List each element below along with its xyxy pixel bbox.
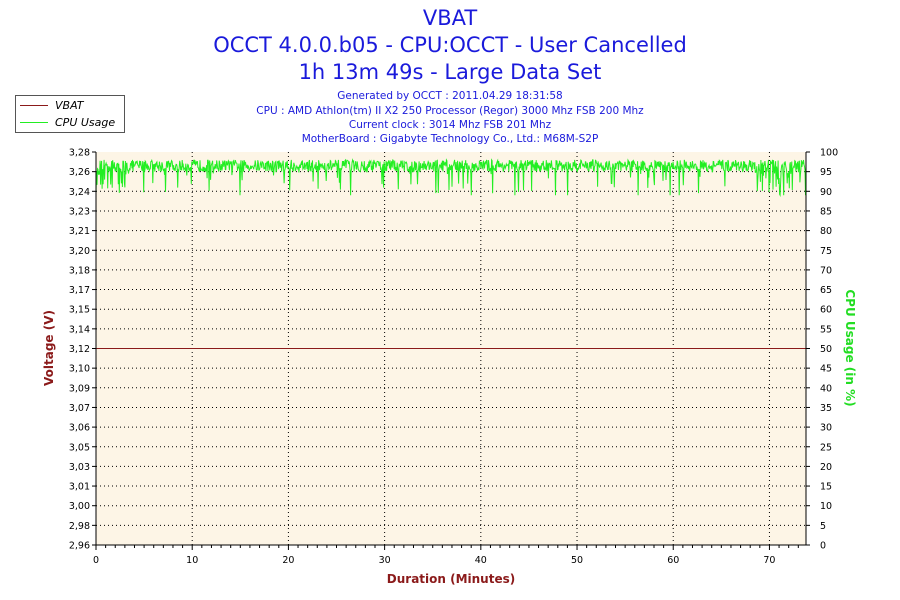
chart-subtitle-2: 1h 13m 49s - Large Data Set — [298, 60, 602, 84]
y-tick-label-left: 3,10 — [69, 364, 90, 375]
x-tick-label: 0 — [93, 555, 99, 566]
y-tick-label-left: 3,12 — [69, 344, 90, 355]
y-tick-label-right: 45 — [820, 364, 832, 375]
y-tick-label-right: 100 — [820, 148, 838, 159]
info-clock: Current clock : 3014 Mhz FSB 201 Mhz — [348, 119, 552, 131]
info-generated: Generated by OCCT : 2011.04.29 18:31:58 — [337, 90, 563, 102]
y-tick-label-right: 40 — [820, 383, 832, 394]
y-tick-label-left: 3,06 — [69, 423, 90, 434]
x-tick-label: 20 — [282, 555, 294, 566]
y-tick-label-right: 20 — [820, 462, 832, 473]
y-tick-label-right: 0 — [820, 541, 826, 552]
x-axis-label: Duration (Minutes) — [386, 572, 516, 586]
legend-item-vbat: VBAT — [20, 97, 84, 113]
y-tick-label-left: 3,09 — [69, 383, 90, 394]
legend-label-cpu: CPU Usage — [55, 115, 116, 129]
y-tick-label-right: 95 — [820, 167, 832, 178]
y-tick-label-right: 65 — [820, 285, 832, 296]
y-tick-label-left: 3,17 — [69, 285, 90, 296]
x-tick-label: 40 — [475, 555, 487, 566]
x-tick-label: 30 — [379, 555, 391, 566]
legend-label-vbat: VBAT — [55, 98, 84, 112]
y-tick-label-left: 3,23 — [69, 206, 90, 217]
y-tick-label-left: 3,14 — [69, 324, 90, 335]
x-tick-label: 50 — [571, 555, 583, 566]
y-tick-label-left: 3,05 — [69, 442, 90, 453]
x-tick-label: 70 — [763, 555, 775, 566]
x-tick-label: 10 — [186, 555, 198, 566]
y-tick-label-left: 2,96 — [69, 541, 90, 552]
legend-swatch-vbat — [20, 104, 48, 106]
y-tick-label-left: 3,00 — [69, 501, 90, 512]
y-tick-label-right: 35 — [820, 403, 832, 414]
y-tick-label-right: 5 — [820, 521, 826, 532]
y-tick-label-right: 60 — [820, 305, 832, 316]
y-tick-label-left: 3,28 — [69, 148, 90, 159]
y-tick-label-right: 55 — [820, 324, 832, 335]
y-tick-label-left: 3,21 — [69, 226, 90, 237]
y-tick-label-right: 90 — [820, 187, 832, 198]
y-tick-label-left: 3,03 — [69, 462, 90, 473]
y-axis-label-right: CPU Usage (in %) — [843, 289, 857, 407]
info-cpu: CPU : AMD Athlon(tm) II X2 250 Processor… — [256, 105, 644, 117]
y-tick-label-right: 75 — [820, 246, 832, 257]
y-tick-label-right: 25 — [820, 442, 832, 453]
y-axis-label-left: Voltage (V) — [42, 310, 56, 386]
chart-subtitle-1: OCCT 4.0.0.b05 - CPU:OCCT - User Cancell… — [213, 33, 687, 57]
info-motherboard: MotherBoard : Gigabyte Technology Co., L… — [301, 133, 599, 145]
y-tick-label-left: 3,20 — [69, 246, 90, 257]
y-tick-label-right: 70 — [820, 265, 832, 276]
legend-item-cpu: CPU Usage — [20, 114, 115, 130]
y-tick-label-right: 80 — [820, 226, 832, 237]
y-tick-label-right: 15 — [820, 482, 832, 493]
y-tick-label-right: 10 — [820, 501, 832, 512]
y-tick-label-left: 3,15 — [69, 305, 90, 316]
y-tick-label-right: 50 — [820, 344, 832, 355]
y-tick-label-right: 85 — [820, 206, 832, 217]
y-tick-label-left: 3,24 — [69, 187, 90, 198]
y-tick-label-left: 3,01 — [69, 482, 90, 493]
series-line-cpu-usage — [95, 158, 807, 198]
legend-swatch-cpu — [20, 121, 48, 123]
chart-legend: VBAT CPU Usage — [15, 95, 125, 133]
y-tick-label-left: 3,26 — [69, 167, 90, 178]
chart-title: VBAT — [422, 6, 478, 30]
x-tick-label: 60 — [667, 555, 679, 566]
y-tick-label-left: 2,98 — [69, 521, 90, 532]
y-tick-label-left: 3,18 — [69, 265, 90, 276]
y-tick-label-left: 3,07 — [69, 403, 90, 414]
y-tick-label-right: 30 — [820, 423, 832, 434]
